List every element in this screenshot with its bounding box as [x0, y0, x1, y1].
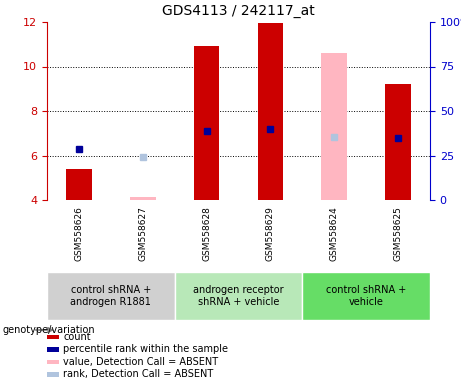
- Text: GSM558625: GSM558625: [394, 206, 402, 261]
- Bar: [385, 84, 411, 200]
- Bar: [321, 53, 347, 200]
- Title: GDS4113 / 242117_at: GDS4113 / 242117_at: [162, 4, 315, 18]
- Text: GSM558624: GSM558624: [330, 206, 339, 260]
- Bar: [47, 272, 175, 320]
- Bar: [258, 23, 283, 200]
- Text: count: count: [63, 332, 91, 342]
- Text: genotype/variation: genotype/variation: [2, 325, 95, 335]
- Bar: [130, 197, 155, 200]
- Text: value, Detection Call = ABSENT: value, Detection Call = ABSENT: [63, 357, 218, 367]
- Text: control shRNA +
vehicle: control shRNA + vehicle: [326, 285, 406, 307]
- Text: rank, Detection Call = ABSENT: rank, Detection Call = ABSENT: [63, 369, 213, 379]
- Bar: [66, 169, 92, 200]
- Text: androgen receptor
shRNA + vehicle: androgen receptor shRNA + vehicle: [193, 285, 284, 307]
- Text: control shRNA +
androgen R1881: control shRNA + androgen R1881: [71, 285, 151, 307]
- Bar: [302, 272, 430, 320]
- Text: GSM558627: GSM558627: [138, 206, 147, 261]
- Bar: [194, 46, 219, 200]
- Text: GSM558628: GSM558628: [202, 206, 211, 261]
- Bar: [175, 272, 302, 320]
- FancyArrowPatch shape: [36, 328, 52, 332]
- Text: percentile rank within the sample: percentile rank within the sample: [63, 344, 228, 354]
- Text: GSM558629: GSM558629: [266, 206, 275, 261]
- Text: GSM558626: GSM558626: [74, 206, 83, 261]
